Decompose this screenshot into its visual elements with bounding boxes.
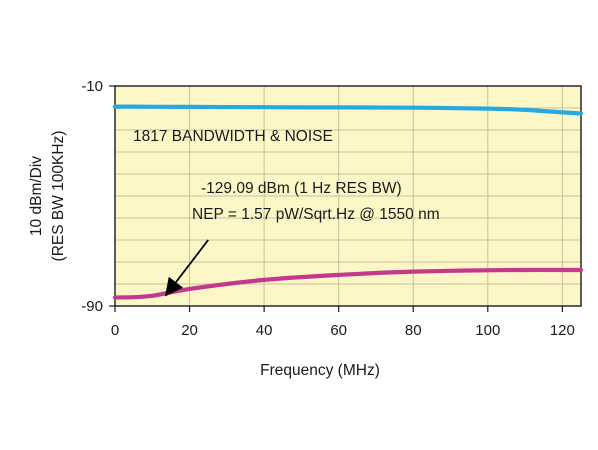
- annotation-noise-level: -129.09 dBm (1 Hz RES BW): [201, 180, 402, 197]
- y-axis-title-line2: (RES BW 100KHz): [50, 131, 67, 262]
- noise-series-line: [112, 267, 584, 300]
- x-tick-label: 0: [111, 322, 119, 339]
- y-tick-label: -10: [81, 78, 103, 95]
- plot-frame: [114, 85, 582, 307]
- series-lines: [112, 104, 584, 300]
- y-tick-label: -90: [81, 298, 103, 315]
- x-tick-label: 100: [475, 322, 500, 339]
- y-axis-title-line1: 10 dBm/Div: [28, 156, 45, 236]
- x-tick-label: 120: [550, 322, 575, 339]
- annotation-chart-label: 1817 BANDWIDTH & NOISE: [133, 128, 333, 145]
- x-tick-label: 80: [405, 322, 422, 339]
- annotation-arrow: [165, 239, 209, 297]
- x-tick-label: 20: [181, 322, 198, 339]
- x-axis-title: Frequency (MHz): [260, 362, 380, 379]
- axis-ticks: 0 20 40 60 80 100 120 -10 -90: [81, 78, 575, 339]
- bandwidth-series-line: [112, 104, 584, 116]
- annotation-nep: NEP = 1.57 pW/Sqrt.Hz @ 1550 nm: [192, 206, 440, 223]
- x-tick-label: 40: [256, 322, 273, 339]
- x-tick-label: 60: [330, 322, 347, 339]
